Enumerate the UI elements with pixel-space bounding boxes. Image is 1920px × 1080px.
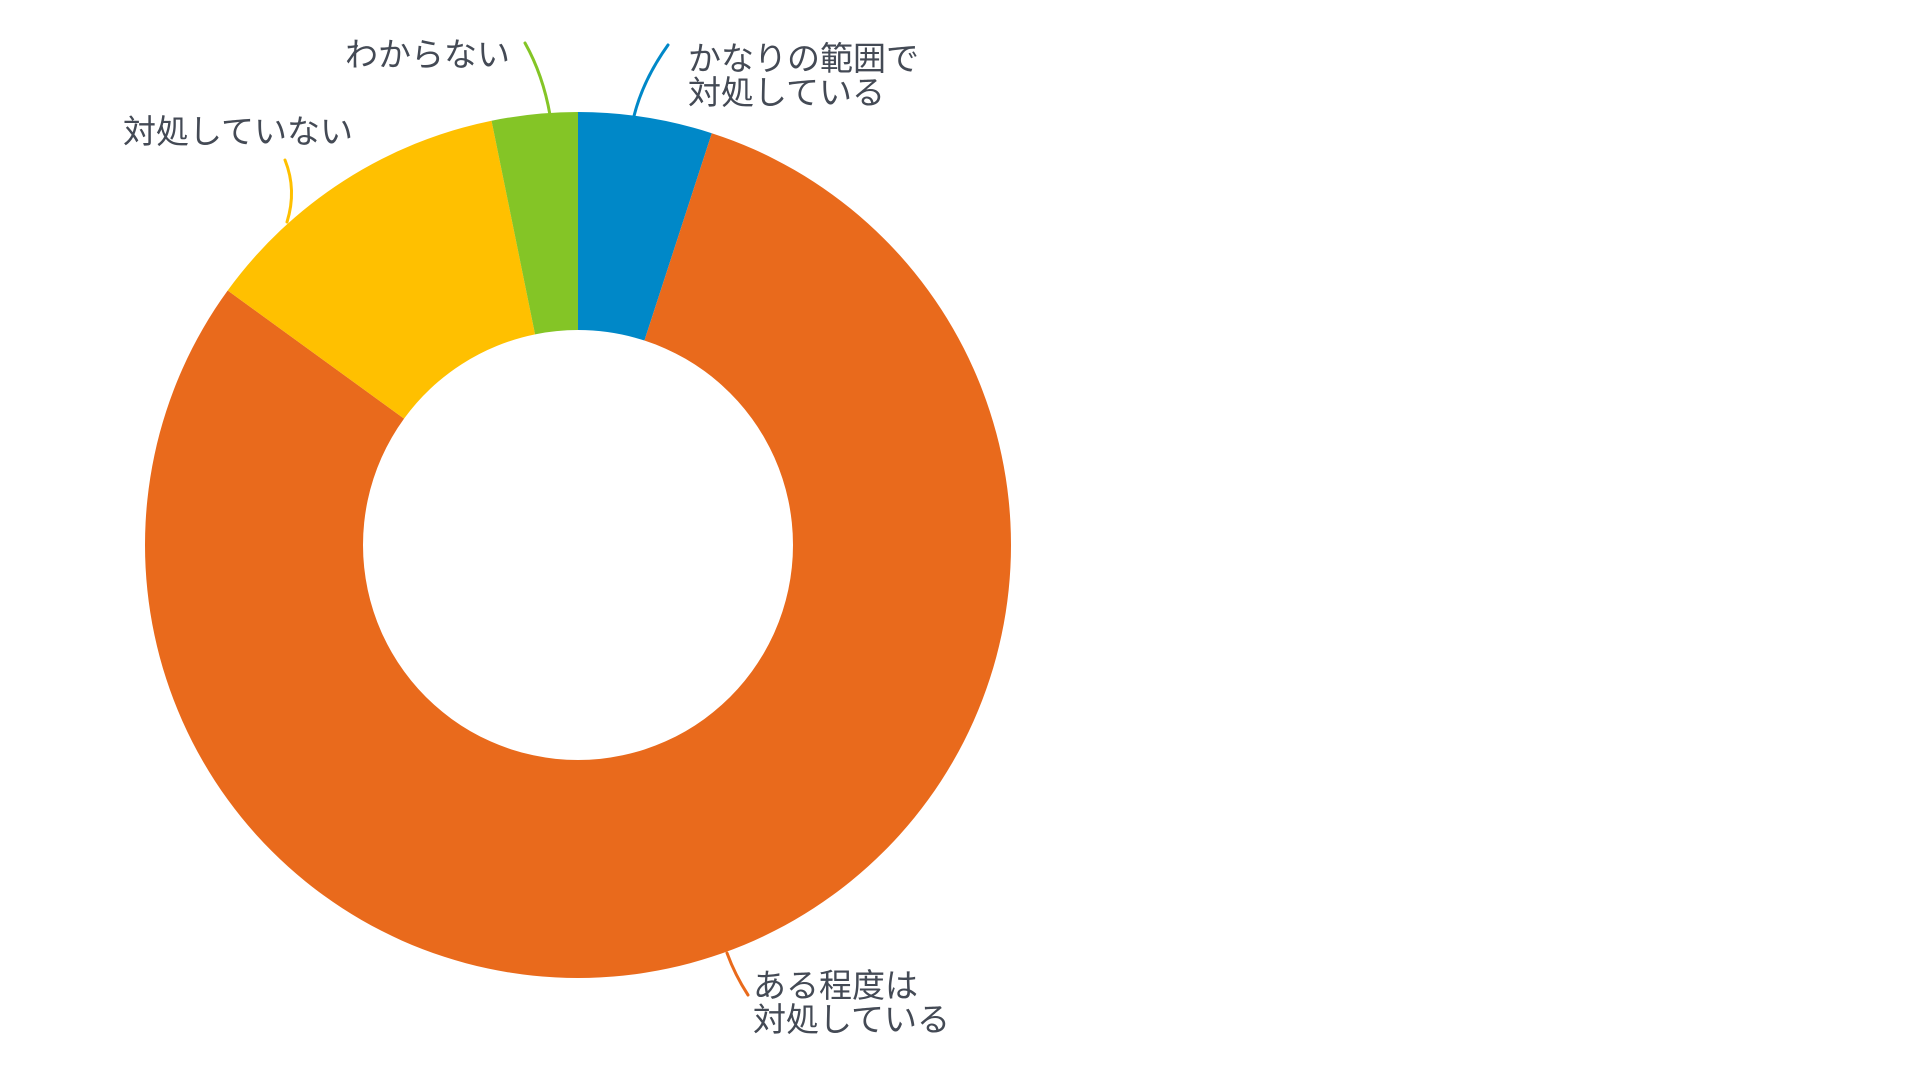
slice-label-1: ある程度は対処している (753, 966, 950, 1039)
leader-line-1 (725, 951, 750, 997)
leader-line-3 (523, 41, 552, 117)
slice-label-2: 対処していない (123, 112, 353, 151)
leader-lines (283, 41, 750, 997)
slice-label-line: 対処していない (123, 112, 353, 151)
donut-slice-2 (227, 120, 536, 419)
leader-line-0 (632, 43, 670, 118)
slice-label-line: ある程度は (753, 966, 918, 1005)
slice-label-3: わからない (345, 35, 510, 74)
slice-label-0: かなりの範囲で対処している (688, 39, 919, 112)
donut-slice-0 (578, 112, 712, 341)
leader-line-2 (283, 158, 294, 224)
slice-label-line: わからない (345, 35, 510, 74)
slice-label-line: 対処している (753, 1000, 950, 1039)
slice-label-line: 対処している (688, 73, 885, 112)
donut-slice-1 (144, 133, 1012, 979)
slice-label-line: かなりの範囲で (688, 39, 919, 78)
donut-slice-3 (491, 112, 578, 335)
donut-slices (144, 112, 1012, 979)
